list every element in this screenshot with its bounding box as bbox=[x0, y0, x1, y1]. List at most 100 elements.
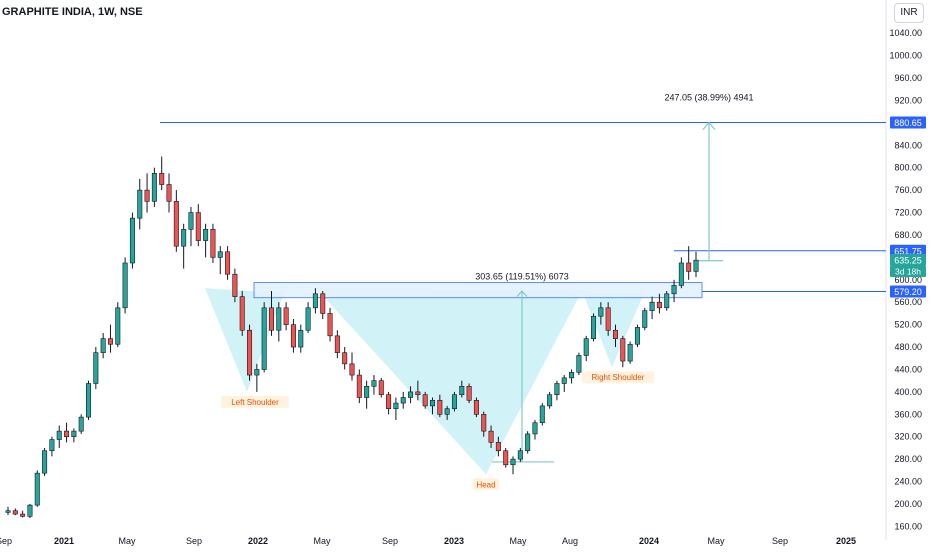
candle bbox=[583, 335, 589, 362]
candle-body bbox=[93, 352, 99, 384]
candle bbox=[27, 503, 33, 518]
candle-body bbox=[569, 371, 575, 379]
candle bbox=[356, 369, 362, 404]
candle bbox=[569, 369, 575, 384]
head-measure-arrow bbox=[516, 290, 528, 298]
currency-selector[interactable]: INR bbox=[894, 3, 924, 23]
pattern-label-bg bbox=[581, 371, 655, 384]
candle-body bbox=[598, 307, 604, 317]
pattern-label-bg bbox=[472, 478, 500, 491]
candle-body bbox=[495, 442, 501, 452]
candle bbox=[642, 307, 648, 331]
candle bbox=[554, 380, 560, 401]
candle-body bbox=[554, 383, 560, 395]
pattern-label-bg bbox=[221, 395, 289, 408]
candle-body bbox=[547, 394, 553, 407]
candle bbox=[656, 293, 662, 314]
candle bbox=[5, 506, 11, 516]
candle-body bbox=[517, 450, 523, 460]
candle bbox=[371, 375, 377, 395]
candle bbox=[290, 319, 296, 353]
candle-body bbox=[503, 450, 509, 466]
candle-body bbox=[525, 433, 531, 452]
candle-body bbox=[634, 327, 640, 345]
candle bbox=[312, 288, 318, 314]
candle bbox=[115, 302, 121, 348]
price-axis-label-bg bbox=[890, 285, 926, 298]
y-tick-label: 200.00 bbox=[894, 499, 922, 509]
x-tick-label: 2022 bbox=[248, 536, 268, 546]
price-axis-label-bg bbox=[890, 116, 926, 129]
candle bbox=[247, 324, 253, 381]
pattern-label: Left Shoulder bbox=[221, 395, 289, 408]
candle-body bbox=[422, 394, 428, 407]
pattern-label: Right Shoulder bbox=[581, 371, 655, 384]
candle-body bbox=[371, 380, 377, 387]
candle-body bbox=[408, 391, 414, 398]
candle bbox=[408, 386, 414, 404]
candle bbox=[627, 341, 633, 364]
candle-body bbox=[283, 307, 289, 325]
candle bbox=[210, 223, 216, 263]
candle bbox=[166, 173, 172, 213]
candle-body bbox=[378, 380, 384, 395]
candle-body bbox=[656, 301, 662, 309]
candle bbox=[598, 302, 604, 325]
candle-body bbox=[64, 430, 70, 438]
price-axis-label-bg bbox=[890, 254, 926, 267]
candle bbox=[342, 347, 348, 370]
candle-body bbox=[144, 189, 150, 202]
y-tick-label: 480.00 bbox=[894, 342, 922, 352]
candle bbox=[503, 447, 509, 468]
candle bbox=[239, 291, 245, 336]
candle bbox=[576, 352, 582, 376]
y-tick-label: 160.00 bbox=[894, 521, 922, 531]
price-axis-label: 635.25 bbox=[890, 254, 926, 267]
candle bbox=[34, 470, 40, 507]
candle bbox=[107, 324, 113, 353]
price-axis-label-text: 651.75 bbox=[894, 246, 922, 256]
candle-body bbox=[393, 402, 399, 410]
x-tick-label: 2021 bbox=[54, 536, 74, 546]
candle-body bbox=[86, 383, 92, 418]
candle-body bbox=[166, 184, 172, 202]
candle-body bbox=[181, 229, 187, 247]
candle bbox=[122, 257, 128, 314]
measure-label: 303.65 (119.51%) 6073 bbox=[475, 271, 568, 281]
x-tick-label: Sep bbox=[186, 536, 202, 546]
candle-body bbox=[415, 391, 421, 395]
candle-body bbox=[481, 414, 487, 432]
price-axis-label-text: 635.25 bbox=[894, 256, 922, 266]
candle-body bbox=[195, 212, 201, 241]
candle-body bbox=[129, 217, 135, 264]
candle-body bbox=[203, 229, 209, 241]
candle-body bbox=[612, 329, 618, 339]
candle bbox=[481, 411, 487, 437]
candle bbox=[159, 156, 165, 191]
candle-body bbox=[298, 329, 304, 348]
candle-body bbox=[210, 229, 216, 258]
y-tick-label: 560.00 bbox=[894, 297, 922, 307]
candle bbox=[678, 257, 684, 289]
candle-body bbox=[642, 310, 648, 328]
candle-body bbox=[305, 307, 311, 331]
candle-body bbox=[561, 377, 567, 384]
candle bbox=[137, 178, 143, 230]
x-tick-label: May bbox=[509, 536, 527, 546]
candle-body bbox=[320, 293, 326, 314]
pattern-label-text: Right Shoulder bbox=[592, 373, 645, 382]
countdown-label: 3d 18h bbox=[890, 266, 926, 278]
candle bbox=[386, 391, 392, 415]
candle-body bbox=[605, 307, 611, 331]
candle-body bbox=[151, 173, 157, 202]
y-tick-label: 280.00 bbox=[894, 454, 922, 464]
candle-body bbox=[78, 416, 84, 432]
candle-body bbox=[42, 450, 48, 474]
candle bbox=[217, 246, 223, 275]
candle bbox=[525, 431, 531, 454]
candle bbox=[188, 206, 194, 247]
candle-body bbox=[400, 397, 406, 404]
candle bbox=[181, 223, 187, 269]
